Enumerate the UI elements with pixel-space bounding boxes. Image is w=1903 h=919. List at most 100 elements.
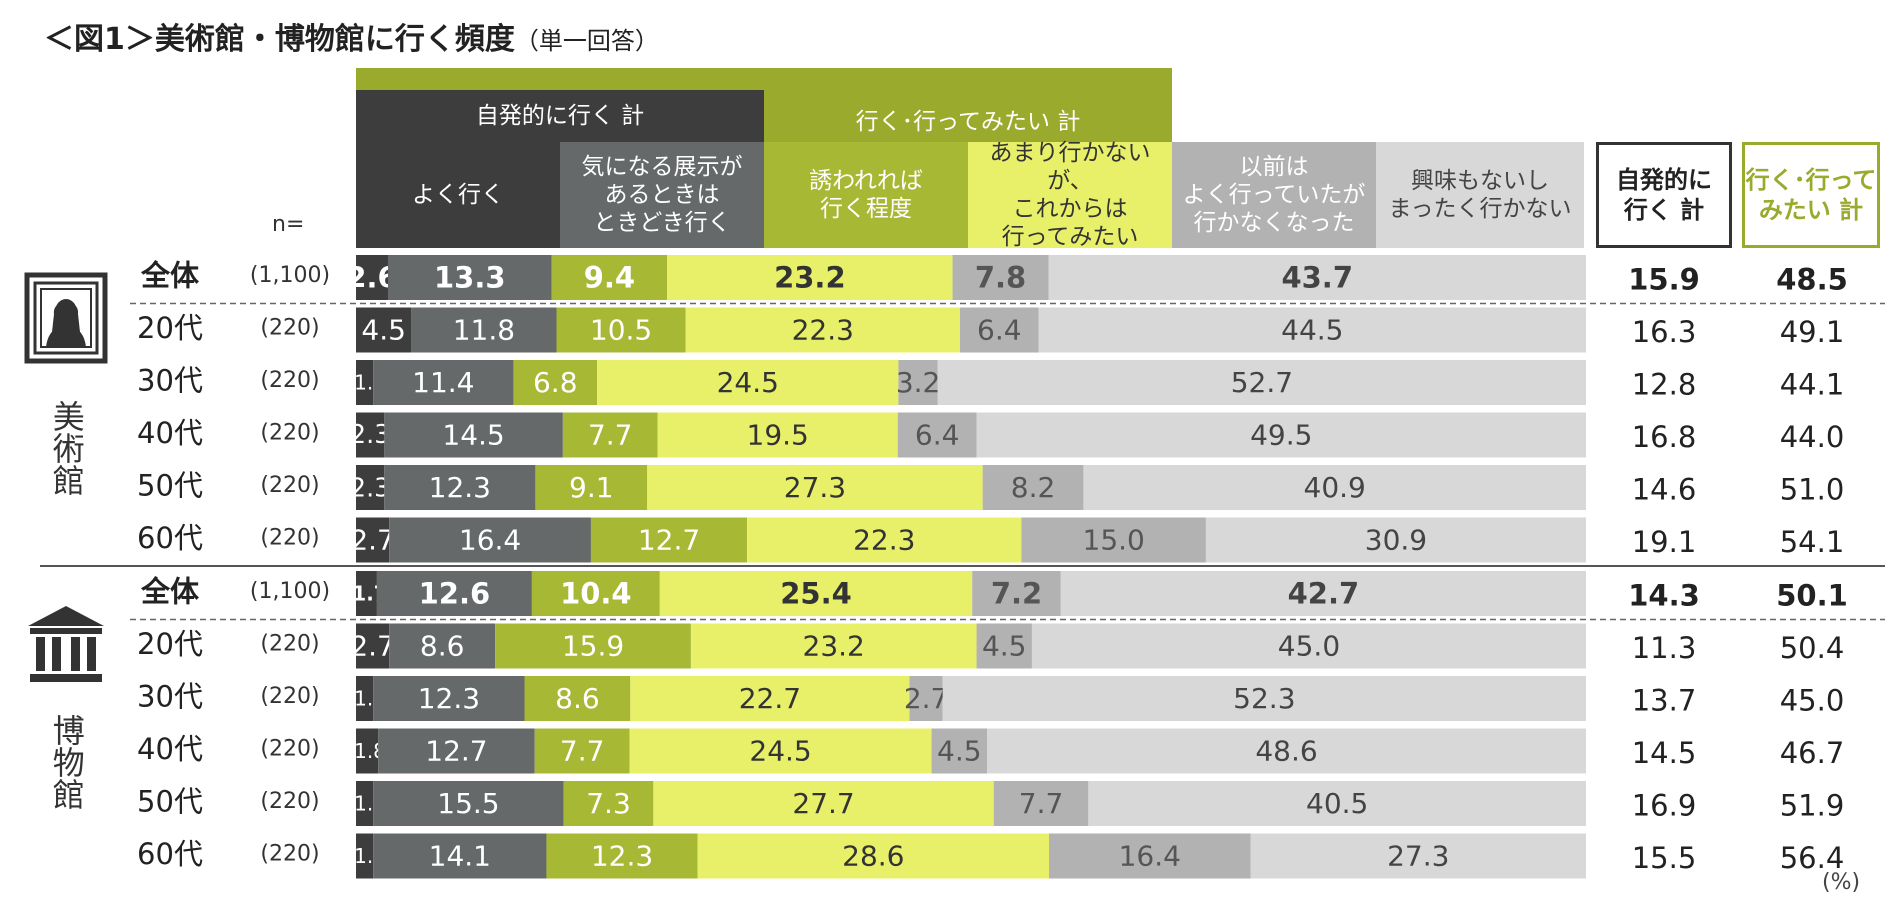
bar-segment — [942, 676, 1586, 721]
data-label: 8.6 — [555, 682, 600, 715]
data-label: 11.4 — [412, 366, 474, 399]
bar-segment — [534, 728, 630, 774]
summary-header-1: 自発的に 行く 計 — [1596, 142, 1732, 248]
row-label: 全体 — [140, 259, 200, 293]
bar-segment — [909, 676, 943, 721]
bar-segment — [659, 571, 973, 616]
bar-segment — [590, 517, 748, 563]
chart-title: ＜図1＞美術館・博物館に行く頻度（単一回答） — [44, 14, 659, 58]
summary-value-2: 46.7 — [1780, 736, 1845, 770]
chart-title-text: ＜図1＞美術館・博物館に行く頻度 — [44, 22, 515, 57]
row-label: 30代 — [137, 680, 203, 714]
data-label: 27.3 — [784, 471, 846, 504]
data-label: 10.4 — [560, 577, 632, 611]
row-n-label: (220) — [260, 789, 319, 814]
bar-segment — [1048, 255, 1586, 300]
data-label: 9.4 — [584, 261, 635, 295]
bar-segment — [1038, 307, 1586, 353]
data-label: 8.6 — [420, 630, 465, 663]
summary-value-2: 54.1 — [1780, 525, 1845, 559]
row-n-label: (220) — [260, 473, 319, 498]
bar-segment — [356, 833, 374, 879]
header-col-5-label: 興味もないし まったく行かない — [1388, 167, 1572, 222]
summary-value-1: 11.3 — [1632, 631, 1697, 665]
data-label: 4.5 — [937, 735, 982, 768]
data-label: 24.5 — [749, 735, 811, 768]
bar-segment — [495, 623, 691, 669]
bar-segment — [356, 571, 377, 616]
summary-value-1: 14.6 — [1632, 473, 1697, 507]
bar-segment — [563, 781, 654, 826]
bar-segment — [535, 465, 648, 510]
summary-value-2: 45.0 — [1780, 684, 1845, 718]
summary-value-1: 19.1 — [1632, 525, 1697, 559]
bar-segment — [697, 833, 1050, 879]
data-label: 11.8 — [453, 314, 515, 347]
bar-segment — [356, 676, 374, 721]
header-col-0-label: よく行く — [412, 181, 504, 208]
row-n-label: (1,100) — [250, 579, 330, 604]
data-label: 6.4 — [977, 314, 1022, 347]
bar-segment — [384, 465, 536, 510]
bar-segment — [531, 571, 660, 616]
data-label: 9.1 — [569, 471, 614, 504]
header-col-3: あまり行かないが、 これからは 行ってみたい — [968, 140, 1172, 250]
chart-subtitle: （単一回答） — [514, 27, 659, 55]
row-n-label: (1,100) — [250, 263, 330, 288]
bar-segment — [356, 255, 388, 300]
bar-segment — [524, 676, 631, 721]
bar-segment — [373, 833, 547, 879]
header-col-4: 以前は よく行っていたが 行かなくなった — [1172, 142, 1376, 248]
bar-segment — [356, 517, 390, 563]
row-label: 40代 — [137, 416, 203, 450]
header-group-left: 自発的に行く 計 — [356, 90, 764, 142]
row-n-label: (220) — [260, 368, 319, 393]
bar-segment — [987, 728, 1586, 774]
data-label: 19.5 — [747, 419, 809, 452]
summary-value-2: 56.4 — [1780, 841, 1845, 875]
row-n-label: (220) — [260, 632, 319, 657]
data-label: 40.9 — [1304, 471, 1366, 504]
bar-segment — [551, 255, 668, 300]
summary-value-1: 12.8 — [1632, 368, 1697, 402]
bar-segment — [647, 465, 983, 510]
data-label: 4.5 — [982, 630, 1027, 663]
bar-segment — [667, 255, 953, 300]
data-label: 27.3 — [1387, 840, 1449, 873]
bar-segment — [898, 360, 938, 405]
data-label: 7.7 — [588, 419, 633, 452]
data-label: 22.7 — [739, 682, 801, 715]
bar-segment — [1049, 833, 1251, 879]
row-label: 60代 — [137, 521, 203, 555]
header-col-2-label: 誘われれば 行く程度 — [809, 167, 923, 222]
data-label: 7.7 — [1019, 787, 1064, 820]
header-col-1-label: 気になる展示が あるときは ときどき行く — [581, 153, 743, 237]
row-n-label: (220) — [260, 842, 319, 867]
header-col-1: 気になる展示が あるときは ときどき行く — [560, 142, 764, 248]
header-col-2: 誘われれば 行く程度 — [764, 142, 968, 248]
data-label: 15.0 — [1083, 524, 1145, 557]
data-label: 12.7 — [638, 524, 700, 557]
bar-segment — [976, 623, 1032, 669]
row-n-label: (220) — [260, 737, 319, 762]
row-label: 20代 — [137, 627, 203, 661]
bar-segment — [657, 412, 898, 458]
row-n-label: (220) — [260, 421, 319, 446]
bar-segment — [411, 307, 557, 353]
data-label: 12.3 — [591, 840, 653, 873]
data-label: 2.7 — [904, 682, 949, 715]
summary-value-1: 16.3 — [1632, 315, 1697, 349]
bar-segment — [356, 781, 374, 826]
data-label: 7.7 — [560, 735, 605, 768]
data-label: 22.3 — [853, 524, 915, 557]
data-label: 23.2 — [803, 630, 865, 663]
data-label: 2.3 — [350, 420, 391, 450]
data-label: 12.3 — [429, 471, 491, 504]
bar-segment — [384, 412, 563, 458]
summary-header-1-label: 自発的に 行く 計 — [1616, 166, 1712, 224]
bar-segment — [952, 255, 1049, 300]
bar-segment — [373, 676, 525, 721]
summary-value-2: 44.1 — [1780, 368, 1845, 402]
bar-segment — [1088, 781, 1586, 826]
